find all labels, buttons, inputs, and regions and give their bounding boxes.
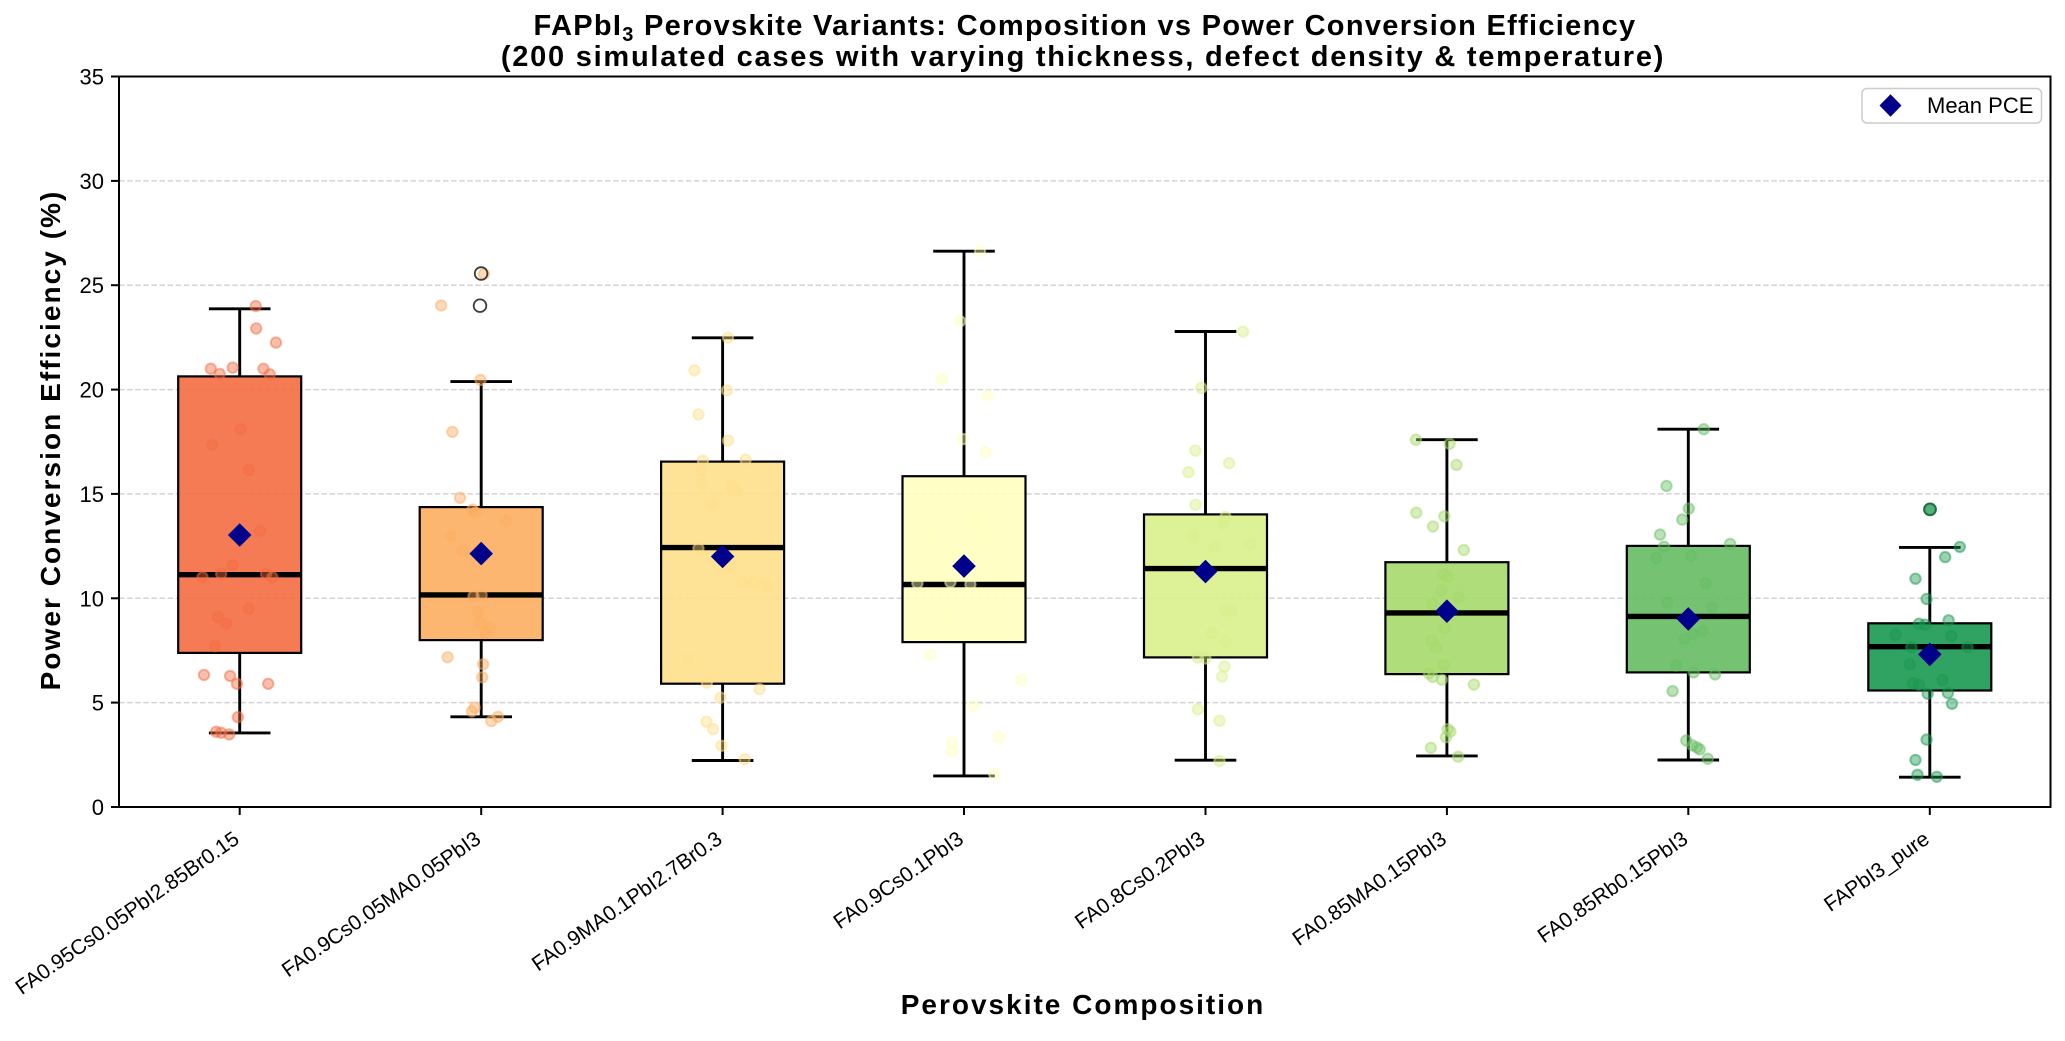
svg-text:5: 5 (92, 691, 104, 716)
svg-text:0: 0 (92, 795, 104, 820)
svg-text:(200 simulated cases with vary: (200 simulated cases with varying thickn… (501, 41, 1665, 73)
svg-text:20: 20 (80, 378, 104, 403)
svg-text:25: 25 (80, 273, 104, 298)
svg-text:Power Conversion Efficiency (%: Power Conversion Efficiency (%) (35, 190, 66, 691)
svg-text:Mean PCE: Mean PCE (1927, 93, 2033, 118)
svg-text:30: 30 (80, 169, 104, 194)
svg-text:15: 15 (80, 482, 104, 507)
svg-text:35: 35 (80, 65, 104, 90)
svg-text:Perovskite Composition: Perovskite Composition (901, 989, 1266, 1020)
svg-text:FAPbI3 Perovskite Variants: Co: FAPbI3 Perovskite Variants: Composition … (534, 10, 1637, 46)
svg-text:10: 10 (80, 586, 104, 611)
